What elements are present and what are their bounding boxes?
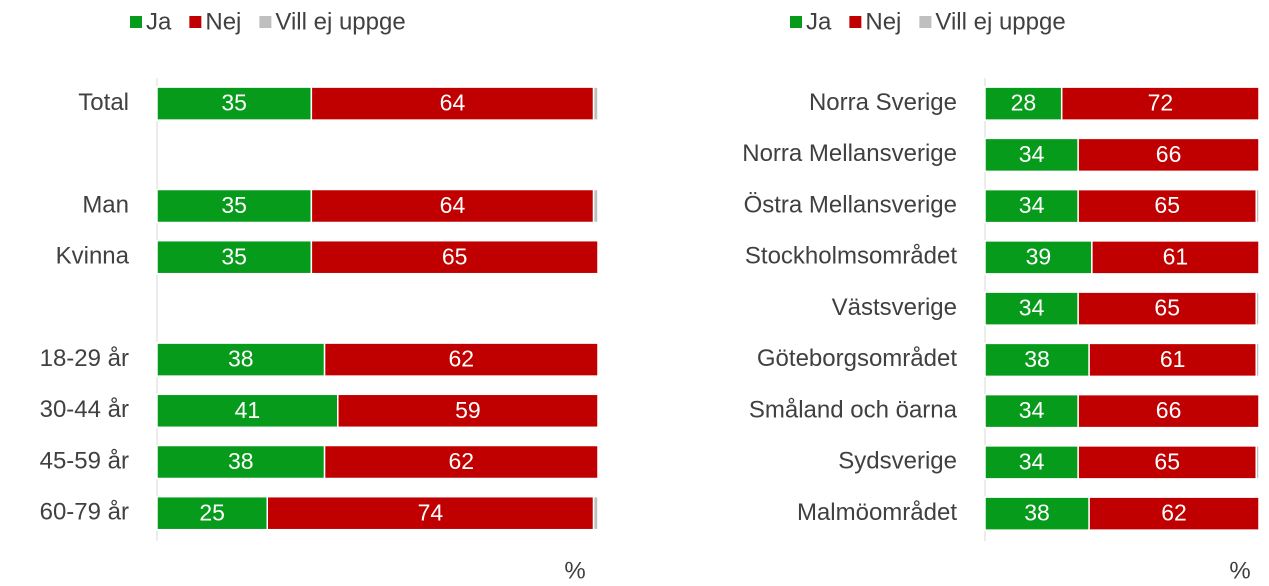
data-label: 34: [1019, 192, 1045, 218]
bar-segment: [323, 342, 599, 377]
bar-segment: [1255, 188, 1260, 224]
bar-segment: [1088, 342, 1258, 378]
bar-segment: [1077, 291, 1258, 326]
data-label: 64: [440, 192, 466, 218]
y-tick-label: Sydsverige: [838, 448, 957, 475]
legend-swatch: [790, 16, 802, 28]
data-label: 74: [418, 499, 444, 525]
bar-segment: [1255, 445, 1260, 480]
data-label: 65: [1154, 295, 1180, 321]
bar-segment: [984, 240, 1093, 275]
bar-segment: [156, 393, 339, 429]
bar-segment: [310, 86, 595, 121]
bar-segment: [984, 496, 1090, 531]
y-tick-label: Malmöområdet: [797, 499, 957, 526]
y-tick-label: Total: [78, 89, 129, 116]
legend-label: Nej: [865, 8, 901, 35]
y-tick-label: Västsverige: [832, 294, 957, 321]
legend-label: Nej: [205, 8, 241, 35]
legend-label: Vill ej uppge: [275, 8, 405, 35]
data-label: 61: [1163, 243, 1189, 269]
data-label: 34: [1019, 141, 1045, 167]
bar-segment: [1060, 86, 1260, 121]
data-label: 35: [221, 243, 247, 269]
legend-swatch: [189, 16, 202, 28]
data-label: 65: [442, 243, 468, 269]
bar-segment: [1255, 291, 1260, 326]
bar-segment: [592, 495, 599, 531]
data-label: 62: [1161, 500, 1187, 526]
legend-label: Vill ej uppge: [935, 8, 1065, 35]
data-label: 66: [1156, 397, 1182, 423]
x-axis-label: %: [1229, 557, 1250, 584]
bar-segment: [1088, 496, 1260, 531]
data-label: 59: [455, 397, 481, 423]
y-tick-label: Stockholmsområdet: [745, 243, 957, 270]
bar-segment: [592, 86, 599, 121]
bar-segment: [984, 393, 1079, 429]
y-tick-label: Småland och öarna: [749, 396, 958, 423]
bar-segment: [1091, 240, 1260, 275]
legend-swatch: [259, 16, 272, 28]
y-tick-label: 18-29 år: [40, 345, 129, 372]
data-label: 61: [1160, 346, 1186, 372]
data-label: 28: [1011, 90, 1037, 116]
data-label: 38: [1024, 500, 1050, 526]
y-tick-label: Kvinna: [56, 243, 130, 270]
y-tick-label: 45-59 år: [40, 447, 129, 474]
bar-segment: [337, 393, 599, 429]
data-label: 34: [1019, 397, 1045, 423]
bar-segment: [984, 137, 1079, 173]
data-label: 41: [235, 397, 261, 423]
y-tick-label: 30-44 år: [40, 396, 129, 423]
data-label: 62: [448, 448, 474, 474]
data-label: 38: [228, 448, 254, 474]
data-label: 25: [199, 499, 225, 525]
y-tick-label: Östra Mellansverige: [744, 191, 957, 218]
data-label: 65: [1154, 448, 1180, 474]
bar-segment: [323, 444, 599, 480]
bar-segment: [592, 188, 599, 224]
data-label: 72: [1148, 90, 1174, 116]
data-label: 62: [448, 346, 474, 372]
data-label: 38: [228, 346, 254, 372]
bar-segment: [984, 291, 1079, 326]
data-label: 35: [221, 192, 247, 218]
bar-segment: [984, 86, 1063, 121]
bar-segment: [156, 444, 326, 480]
data-label: 34: [1019, 295, 1045, 321]
bar-segment: [1077, 445, 1258, 480]
y-tick-label: Norra Mellansverige: [742, 140, 957, 167]
bar-segment: [1077, 393, 1260, 429]
bar-segment: [1077, 137, 1260, 173]
data-label: 64: [440, 90, 466, 116]
bar-segment: [1255, 342, 1260, 378]
bar-segment: [156, 188, 313, 224]
y-tick-label: Norra Sverige: [809, 89, 957, 116]
bar-segment: [1077, 188, 1258, 224]
bar-segment: [310, 239, 599, 275]
data-label: 66: [1156, 141, 1182, 167]
data-label: 35: [221, 90, 247, 116]
data-label: 65: [1154, 192, 1180, 218]
data-label: 39: [1026, 243, 1052, 269]
legend-swatch: [130, 16, 142, 28]
bar-segment: [156, 495, 268, 531]
data-label: 34: [1019, 448, 1045, 474]
legend-swatch: [849, 16, 862, 28]
y-tick-label: 60-79 år: [40, 499, 129, 526]
data-label: 38: [1024, 346, 1050, 372]
legend-label: Ja: [146, 8, 172, 35]
bar-segment: [266, 495, 595, 531]
x-axis-label: %: [564, 557, 585, 584]
legend-label: Ja: [806, 8, 832, 35]
y-tick-label: Man: [82, 191, 129, 218]
legend-swatch: [919, 16, 932, 28]
y-tick-label: Göteborgsområdet: [757, 345, 957, 372]
